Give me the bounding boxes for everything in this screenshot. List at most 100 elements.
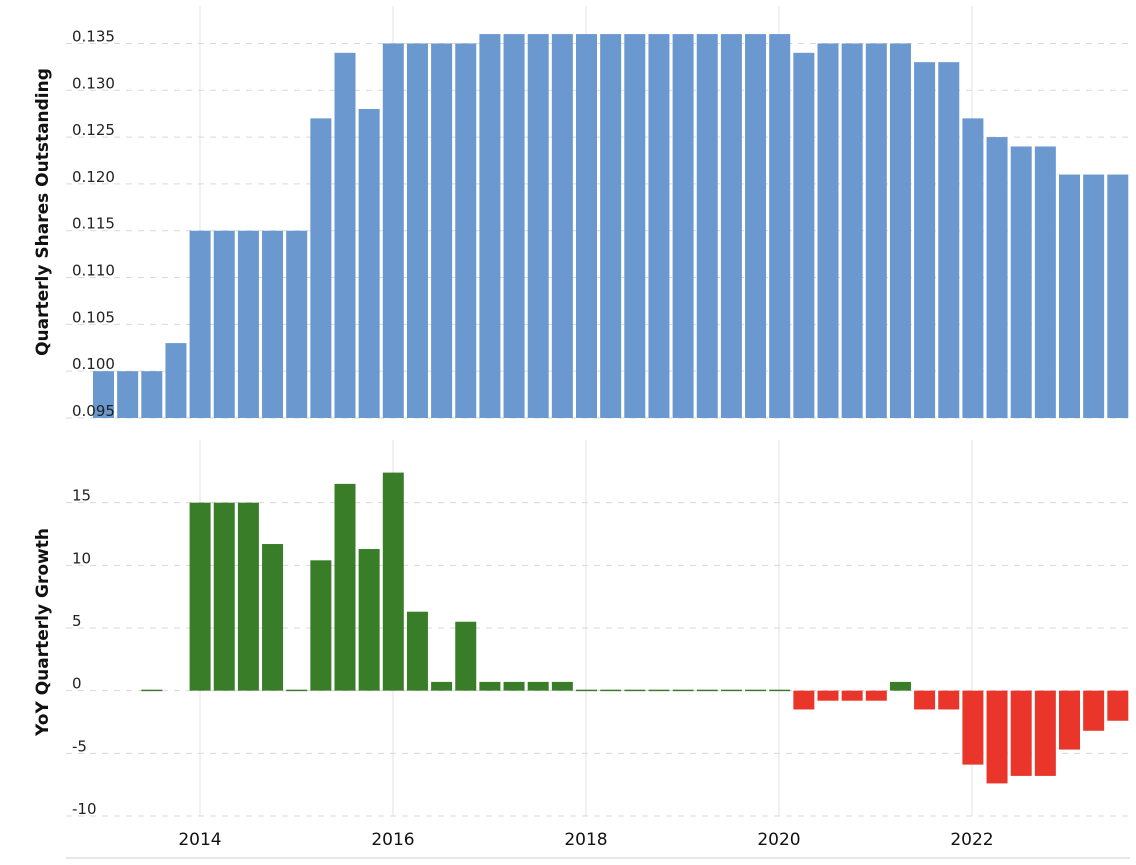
shares-bar (1059, 174, 1080, 418)
x-axis: 2014 2016 2018 2020 2022 (66, 830, 1130, 859)
growth-bar-negative (841, 690, 863, 701)
growth-bar-positive (189, 502, 211, 691)
shares-bar (189, 230, 211, 418)
shares-bar (1107, 174, 1129, 418)
shares-bar (817, 43, 839, 419)
top-y-tick-label: 0.100 (72, 355, 115, 373)
shares-bar (455, 43, 477, 419)
shares-bar (262, 230, 284, 418)
shares-bar (286, 230, 308, 418)
growth-bar-zero (720, 689, 742, 692)
shares-bar (551, 34, 573, 418)
top-y-tick-label: 0.135 (72, 27, 115, 45)
shares-outstanding-panel: Quarterly Shares Outstanding 0.095 0.100 0… (33, 6, 1130, 420)
shares-bar (938, 62, 960, 418)
growth-bar-positive (310, 560, 332, 691)
growth-bar-zero (648, 689, 670, 692)
growth-bar-zero (141, 689, 163, 692)
shares-bar (745, 34, 767, 418)
shares-bar (310, 118, 332, 418)
shares-bar (914, 62, 936, 418)
growth-bar-positive (503, 681, 525, 691)
top-y-tick-label: 0.125 (72, 121, 115, 139)
growth-bar-zero (769, 689, 791, 692)
growth-bar-positive (382, 472, 404, 691)
bottom-y-tick-label: 10 (72, 549, 91, 567)
shares-bar (382, 43, 404, 419)
growth-bar-negative (962, 690, 984, 765)
shares-bar (769, 34, 791, 418)
growth-bar-negative (914, 690, 936, 710)
x-tick-label: 2016 (371, 830, 414, 850)
shares-bar (1010, 146, 1032, 419)
top-y-tick-label: 0.115 (72, 215, 115, 233)
growth-bar-negative (793, 690, 815, 710)
shares-bar (141, 371, 163, 418)
x-tick-label: 2014 (178, 830, 221, 850)
growth-bar-zero (696, 689, 718, 692)
growth-bar-zero (286, 689, 308, 692)
bottom-y-tick-label: 15 (72, 487, 91, 505)
shares-bar (672, 34, 694, 418)
shares-bar (1083, 174, 1105, 418)
shares-bar (165, 343, 187, 418)
shares-bar (503, 34, 525, 418)
shares-bar (986, 137, 1008, 418)
bottom-bars (141, 472, 1129, 784)
growth-bar-negative (1010, 690, 1032, 776)
growth-bar-negative (1107, 690, 1129, 721)
growth-bar-zero (745, 689, 767, 692)
top-y-tick-label: 0.110 (72, 262, 115, 280)
growth-bar-positive (431, 681, 453, 691)
bottom-y-tick-label: 0 (72, 675, 82, 693)
yoy-growth-panel: -10 -5 0 5 10 15 YoY Quarterly Growth (33, 440, 1130, 818)
x-tick-label: 2018 (564, 830, 607, 850)
shares-bar (720, 34, 742, 418)
growth-bar-positive (334, 483, 356, 691)
growth-bar-negative (817, 690, 839, 701)
shares-bar (431, 43, 453, 419)
growth-bar-positive (358, 549, 380, 691)
bottom-y-tick-label: -10 (72, 800, 97, 818)
growth-bar-negative (1034, 690, 1056, 776)
x-tick-label: 2020 (757, 830, 800, 850)
shares-bar (213, 230, 235, 418)
shares-bar (117, 371, 139, 418)
shares-bar (600, 34, 622, 418)
growth-bar-zero (624, 689, 646, 692)
growth-bar-negative (938, 690, 960, 710)
top-y-axis-title: Quarterly Shares Outstanding (33, 68, 53, 356)
growth-bar-negative (1083, 690, 1105, 731)
shares-bar (237, 230, 259, 418)
shares-bar (865, 43, 887, 419)
shares-bar (479, 34, 501, 418)
growth-bar-positive (455, 621, 477, 691)
shares-bar (889, 43, 911, 419)
growth-bar-positive (213, 502, 235, 691)
shares-bar (406, 43, 428, 419)
top-y-tick-label: 0.095 (72, 402, 115, 420)
growth-bar-negative (986, 690, 1008, 784)
growth-bar-negative (1059, 690, 1080, 750)
shares-bar (624, 34, 646, 418)
shares-bar (334, 52, 356, 419)
growth-bar-zero (600, 689, 622, 692)
bottom-y-tick-label: 5 (72, 612, 82, 630)
bottom-y-axis-title: YoY Quarterly Growth (33, 528, 53, 737)
shares-bar (576, 34, 597, 418)
growth-bar-positive (262, 544, 284, 691)
top-y-tick-label: 0.120 (72, 168, 115, 186)
top-y-ticks: 0.095 0.100 0.105 0.110 0.115 0.120 0.125 0.130… (72, 27, 115, 420)
growth-bar-positive (237, 502, 259, 691)
shares-bar (93, 371, 114, 418)
growth-bar-zero (672, 689, 694, 692)
bottom-y-tick-label: -5 (72, 737, 87, 755)
top-y-tick-label: 0.130 (72, 74, 115, 92)
top-bars (93, 34, 1129, 419)
growth-bar-positive (527, 681, 549, 691)
shares-bar (841, 43, 863, 419)
growth-bar-zero (576, 689, 597, 692)
growth-bar-positive (551, 681, 573, 691)
